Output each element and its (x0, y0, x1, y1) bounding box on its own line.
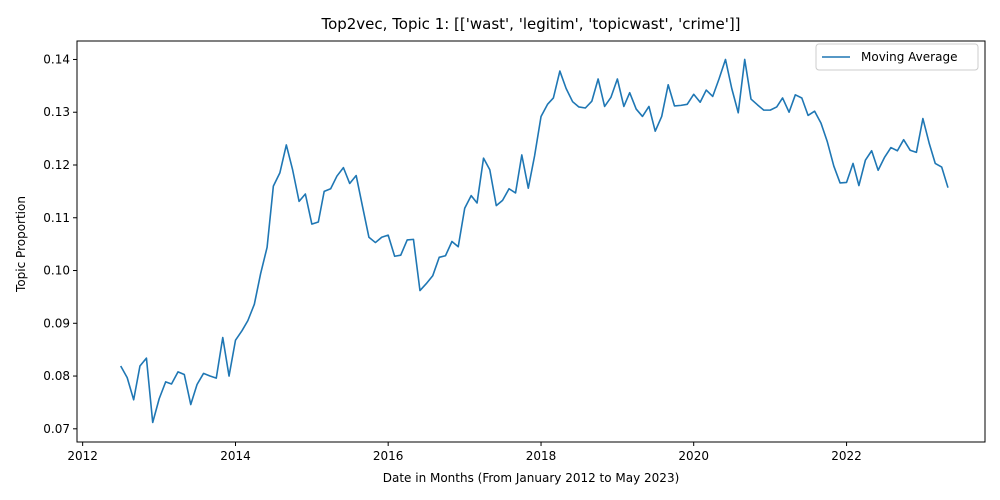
legend-box (815, 43, 979, 71)
plot-frame (76, 40, 986, 443)
y-axis-label: Topic Proportion (14, 196, 28, 293)
y-tick-label: 0.12 (43, 158, 70, 172)
x-tick-label: 2016 (373, 449, 404, 463)
x-tick-label: 2012 (67, 449, 98, 463)
y-tick-label: 0.11 (43, 211, 70, 225)
x-tick-label: 2014 (220, 449, 251, 463)
legend: Moving Average (815, 43, 979, 71)
series-line (120, 58, 949, 424)
x-axis-ticks: 2012 2014 2016 2018 2020 2022 (67, 442, 862, 463)
chart-title: Top2vec, Topic 1: [['wast', 'legitim', '… (320, 15, 740, 33)
x-axis-label: Date in Months (From January 2012 to May… (383, 471, 680, 485)
y-tick-label: 0.13 (43, 105, 70, 119)
x-tick-label: 2020 (678, 449, 709, 463)
y-tick-label: 0.07 (43, 422, 70, 436)
legend-label: Moving Average (861, 50, 957, 64)
plot-area (120, 58, 949, 424)
y-axis-ticks: 0.07 0.08 0.09 0.10 0.11 0.12 0.13 0.14 (43, 52, 77, 436)
y-tick-label: 0.09 (43, 316, 70, 330)
y-tick-label: 0.08 (43, 369, 70, 383)
y-tick-label: 0.10 (43, 264, 70, 278)
x-tick-label: 2022 (831, 449, 862, 463)
y-tick-label: 0.14 (43, 52, 70, 66)
x-tick-label: 2018 (526, 449, 557, 463)
